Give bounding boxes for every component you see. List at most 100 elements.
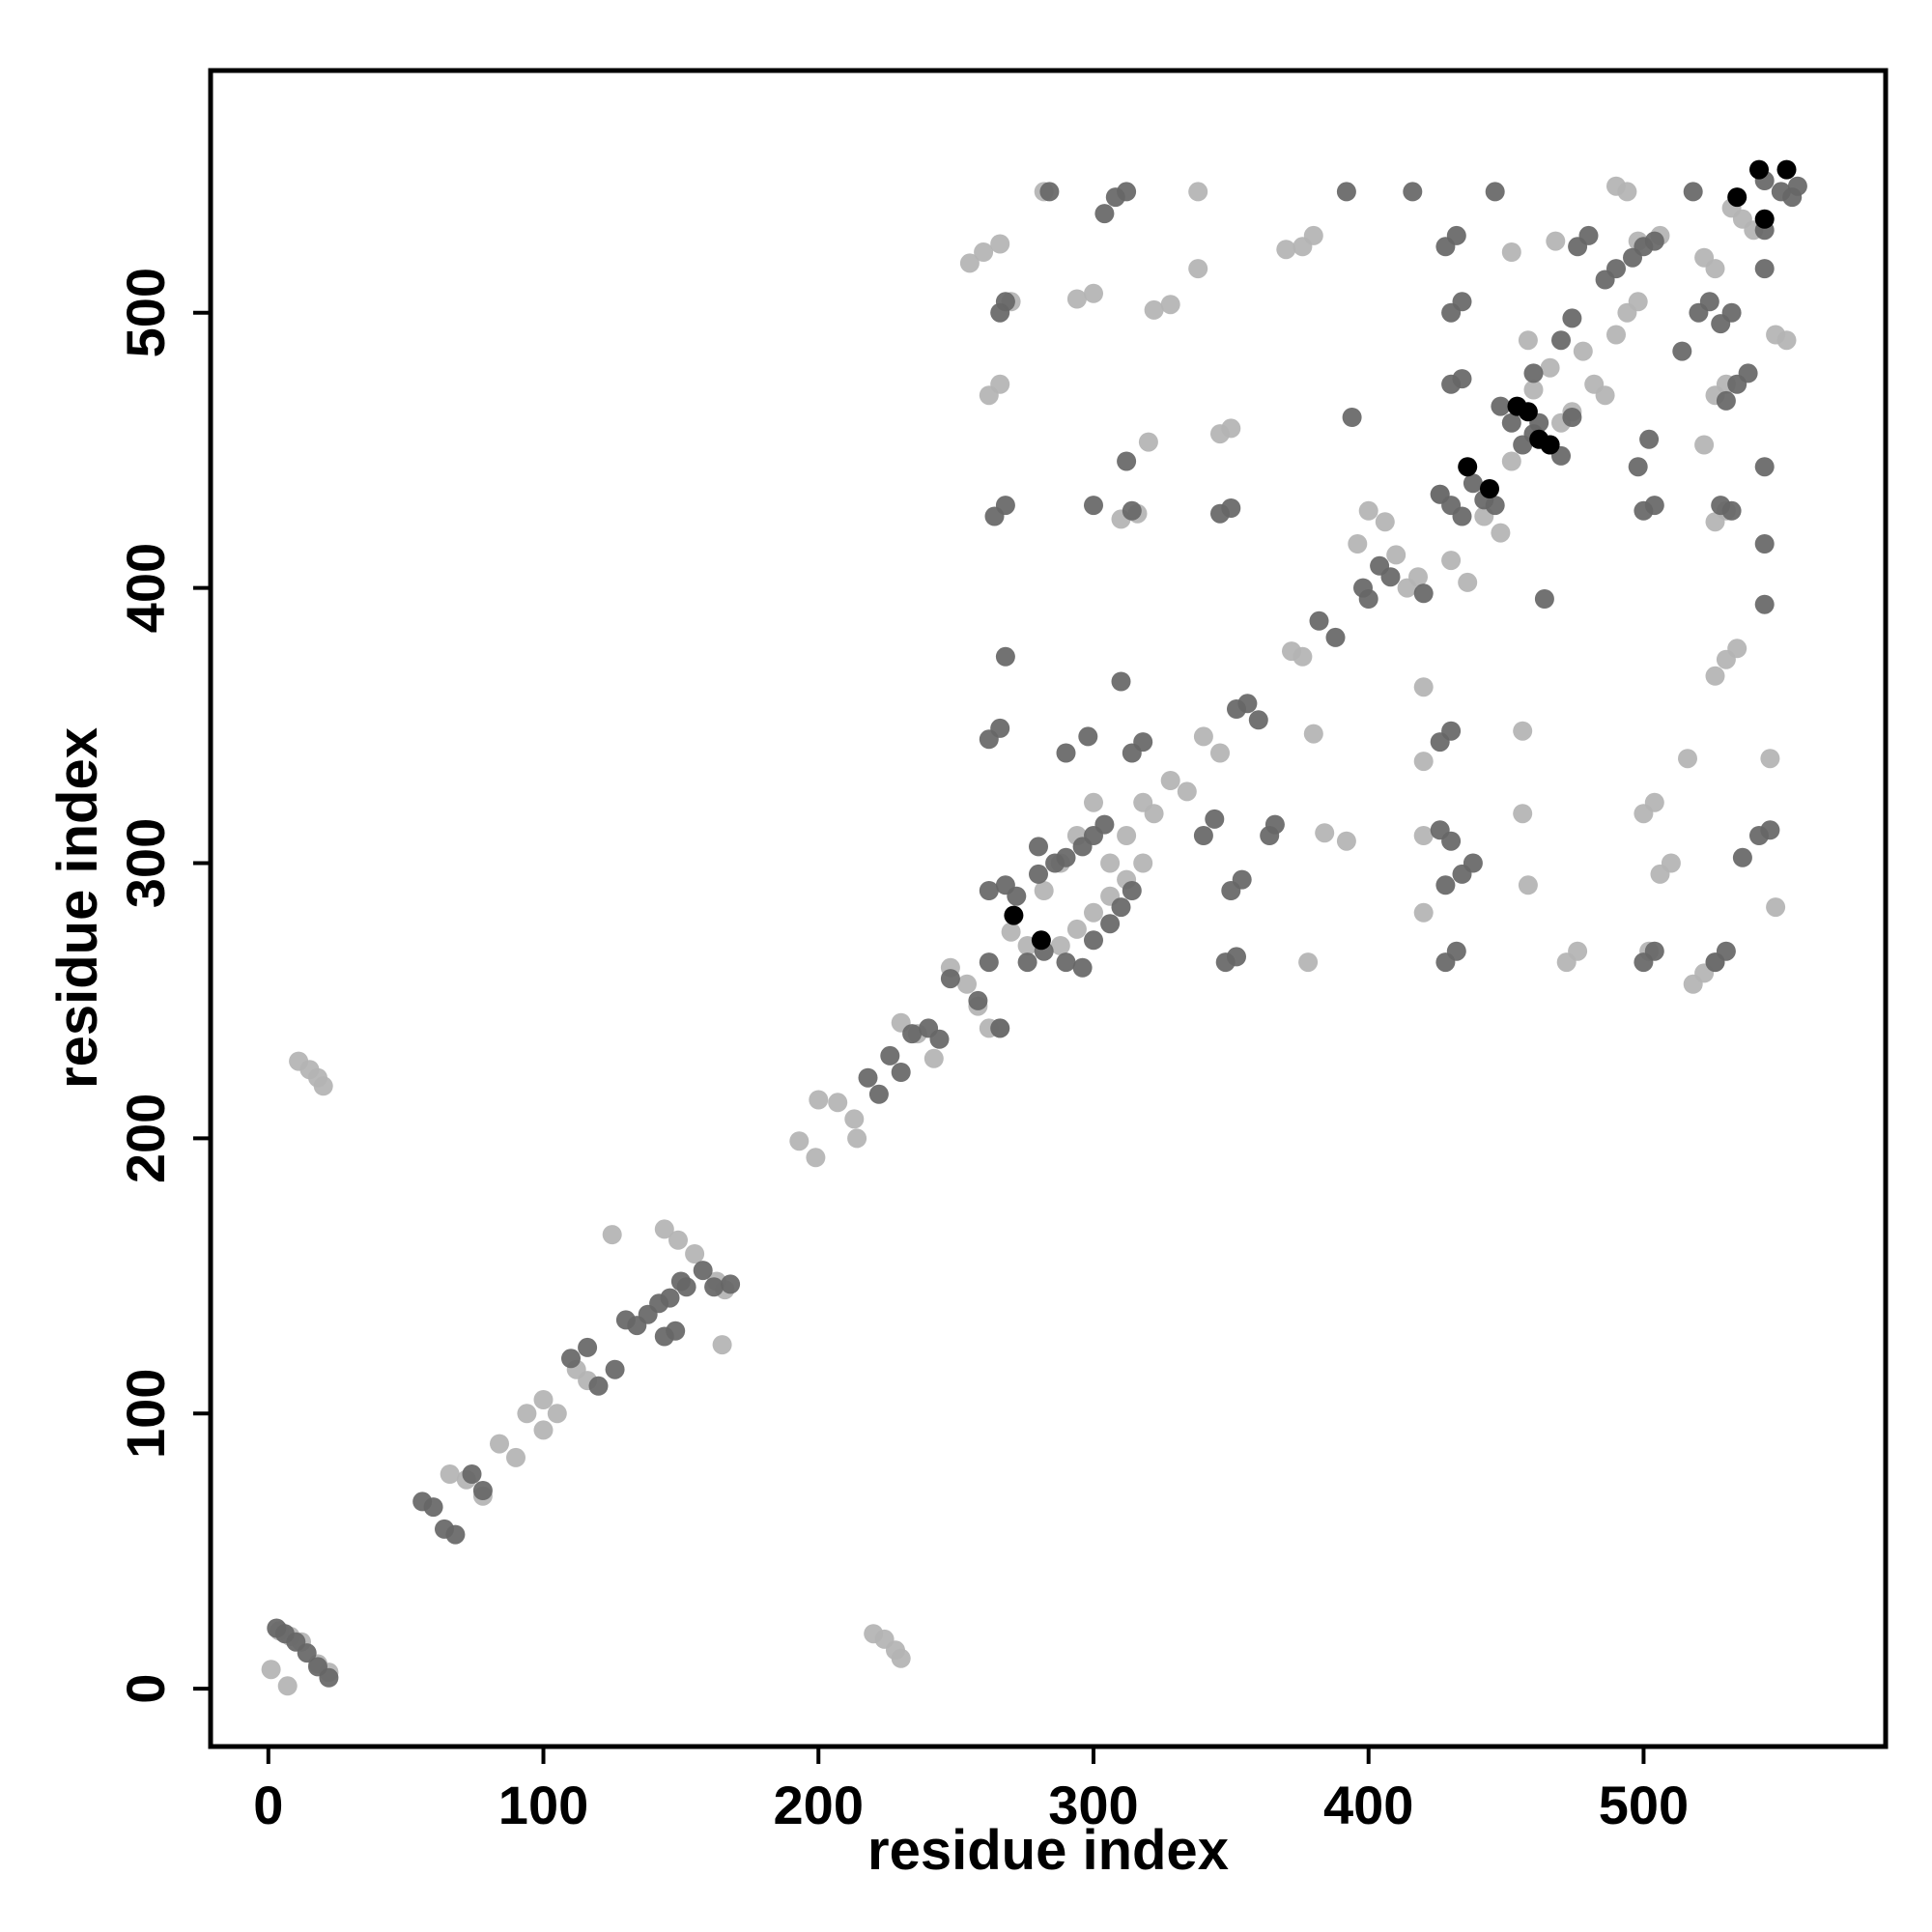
data-point — [995, 646, 1015, 667]
data-point — [1754, 534, 1775, 554]
y-tick-label: 100 — [115, 1369, 176, 1459]
data-point — [1084, 792, 1103, 812]
data-point — [578, 1337, 598, 1357]
data-point — [261, 1660, 281, 1680]
x-tick-label: 500 — [1599, 1775, 1689, 1835]
data-point — [1446, 941, 1466, 961]
data-point — [1084, 496, 1103, 516]
data-point — [1029, 864, 1048, 884]
data-point — [1039, 182, 1060, 202]
data-point — [1491, 396, 1511, 416]
data-point — [1413, 826, 1434, 845]
x-tick-label: 100 — [498, 1775, 588, 1835]
data-point — [1644, 231, 1664, 251]
data-point — [1518, 402, 1538, 422]
data-point — [844, 1109, 865, 1129]
data-point — [602, 1225, 622, 1245]
x-tick-label: 300 — [1048, 1775, 1138, 1835]
data-point — [1776, 159, 1797, 180]
x-axis-title: residue index — [867, 1819, 1229, 1882]
data-point — [1193, 826, 1213, 845]
data-point — [1045, 853, 1065, 873]
data-point — [789, 1131, 810, 1151]
data-point — [1122, 500, 1142, 521]
data-point — [1639, 429, 1660, 449]
data-point — [1336, 831, 1356, 851]
data-point — [1237, 694, 1258, 714]
data-point — [1573, 341, 1593, 361]
data-point — [1111, 897, 1131, 918]
data-point — [1760, 820, 1780, 840]
data-point — [1606, 325, 1626, 345]
data-point — [1325, 627, 1346, 647]
data-point — [1732, 847, 1752, 867]
data-point — [1441, 831, 1462, 851]
data-point — [1562, 408, 1582, 427]
data-point — [1501, 412, 1521, 433]
data-point — [806, 1148, 826, 1168]
data-point — [1721, 302, 1742, 323]
data-point — [974, 242, 994, 262]
data-point — [1117, 182, 1137, 202]
data-point — [1066, 919, 1087, 939]
data-point — [676, 1277, 696, 1297]
data-point — [1413, 583, 1434, 604]
data-point — [1754, 259, 1775, 279]
data-point — [1534, 589, 1554, 609]
data-point — [1276, 240, 1296, 260]
data-point — [1056, 952, 1076, 973]
x-tick-label: 200 — [774, 1775, 864, 1835]
data-point — [1644, 941, 1664, 961]
data-point — [990, 1018, 1010, 1038]
data-point — [929, 1029, 950, 1049]
data-point — [1034, 881, 1054, 900]
data-point — [1111, 671, 1131, 692]
data-point — [1050, 936, 1070, 955]
data-point — [979, 952, 999, 973]
data-point — [1523, 380, 1544, 400]
data-point — [1435, 875, 1456, 895]
data-point — [1380, 567, 1401, 587]
data-point — [990, 374, 1010, 394]
data-point — [1188, 182, 1208, 202]
data-point — [533, 1420, 554, 1440]
data-point — [902, 1024, 923, 1044]
data-point — [1683, 182, 1703, 202]
y-axis-title: residue index — [46, 727, 109, 1089]
data-point — [1133, 732, 1153, 753]
data-point — [1100, 914, 1121, 934]
data-point — [1540, 357, 1560, 378]
data-point — [1480, 479, 1499, 498]
data-point — [517, 1404, 537, 1424]
data-point — [1336, 182, 1356, 202]
data-point — [1072, 957, 1093, 978]
data-point — [1754, 209, 1775, 229]
data-point — [1056, 743, 1076, 763]
points-layer — [261, 159, 1807, 1696]
data-point — [891, 1063, 911, 1082]
data-point — [809, 1090, 829, 1110]
data-point — [1787, 176, 1807, 196]
data-point — [547, 1404, 567, 1424]
data-point — [668, 1230, 688, 1250]
data-point — [472, 1481, 493, 1500]
data-point — [1358, 500, 1378, 521]
data-point — [660, 1288, 680, 1308]
x-axis: 0 100 200 300 400 500 — [253, 1747, 1689, 1835]
data-point — [868, 1084, 889, 1104]
data-point — [1017, 952, 1037, 973]
data-point — [1628, 457, 1648, 477]
data-point — [1441, 721, 1462, 741]
data-point — [1084, 283, 1103, 303]
data-point — [990, 718, 1010, 738]
data-point — [1716, 941, 1736, 961]
data-point — [1188, 259, 1208, 279]
data-point — [1595, 385, 1615, 406]
data-point — [1727, 639, 1747, 659]
data-point — [506, 1447, 526, 1467]
data-point — [1458, 457, 1478, 477]
data-point — [1293, 646, 1313, 667]
data-point — [1562, 308, 1582, 328]
data-point — [1766, 325, 1786, 345]
data-point — [1298, 952, 1319, 973]
